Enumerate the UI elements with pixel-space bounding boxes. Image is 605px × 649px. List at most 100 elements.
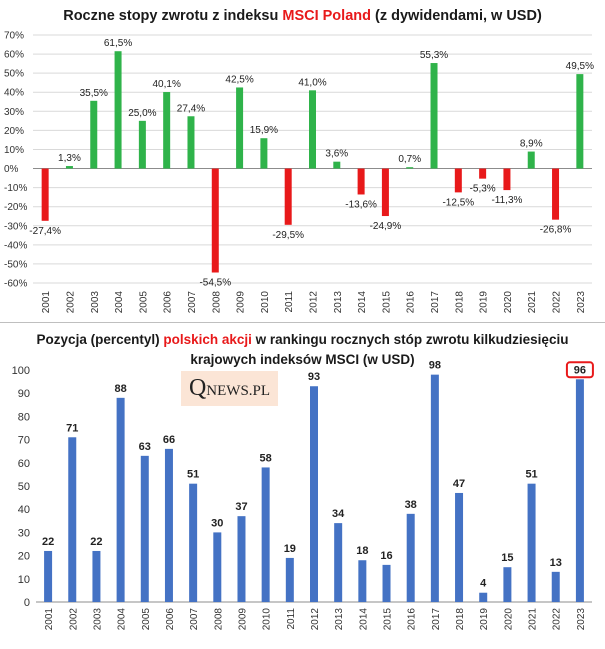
x-tick-label: 2008 — [211, 291, 222, 314]
chart-top-title: Roczne stopy zwrotu z indeksu MSCI Polan… — [0, 8, 605, 24]
x-tick-label: 2016 — [406, 291, 417, 314]
x-tick-label: 2006 — [165, 608, 176, 631]
y-tick-label: 60 — [18, 458, 30, 470]
y-tick-label: 0 — [24, 597, 30, 609]
data-label: 41,0% — [298, 77, 326, 88]
x-tick-label: 2010 — [260, 291, 271, 314]
x-tick-label: 2018 — [454, 291, 465, 314]
data-label: 15,9% — [250, 125, 278, 136]
data-label: 0,7% — [398, 154, 421, 165]
bar — [187, 116, 195, 169]
bar — [551, 571, 560, 602]
y-tick-label: 30 — [18, 527, 30, 539]
x-tick-label: 2010 — [262, 608, 273, 631]
bar — [357, 168, 365, 195]
x-tick-label: 2003 — [92, 608, 103, 631]
chart-bottom-title-highlight: polskich akcji — [163, 332, 252, 347]
bar — [430, 374, 439, 602]
data-label: 15 — [501, 552, 513, 564]
data-label: 61,5% — [104, 38, 132, 49]
y-tick-label: 40% — [4, 88, 24, 99]
bar — [455, 492, 464, 602]
bar — [116, 397, 125, 602]
bar — [237, 516, 246, 602]
bar — [114, 51, 122, 169]
y-tick-label: 60% — [4, 50, 24, 61]
data-label: 30 — [211, 517, 223, 529]
x-tick-label: 2020 — [503, 608, 514, 631]
bar — [92, 550, 101, 602]
data-label: 8,9% — [520, 139, 543, 150]
chart-bottom-panel: Pozycja (percentyl) polskich akcji w ran… — [0, 323, 605, 649]
y-tick-label: 90 — [18, 388, 30, 400]
data-label: 51 — [187, 469, 199, 481]
x-tick-label: 2019 — [479, 608, 490, 631]
data-label: 27,4% — [177, 103, 205, 114]
chart-top-title-highlight: MSCI Poland — [282, 8, 371, 24]
chart-bottom-title-part-1: Pozycja (percentyl) — [36, 332, 164, 347]
bar — [527, 483, 536, 602]
y-tick-label: 40 — [18, 504, 30, 516]
y-tick-label: -10% — [4, 183, 27, 194]
x-tick-label: 2013 — [334, 608, 345, 631]
bar — [552, 168, 560, 220]
y-tick-label: 30% — [4, 107, 24, 118]
data-label: -24,9% — [370, 221, 402, 232]
data-label: 4 — [480, 578, 487, 590]
logo-text: NEWS.PL — [206, 383, 271, 399]
x-tick-label: 2015 — [381, 291, 392, 314]
data-label: -29,5% — [272, 230, 304, 241]
bar — [381, 168, 389, 217]
y-tick-label: -50% — [4, 259, 27, 270]
data-label: 22 — [42, 536, 54, 548]
bar — [358, 560, 367, 602]
x-tick-label: 2002 — [68, 608, 79, 631]
bar — [430, 63, 438, 169]
bar — [575, 379, 584, 602]
bar — [163, 92, 171, 169]
bar — [138, 120, 146, 169]
y-tick-label: -60% — [4, 279, 27, 290]
data-label: 63 — [139, 441, 151, 453]
chart-top-panel: Roczne stopy zwrotu z indeksu MSCI Polan… — [0, 0, 605, 323]
bar — [164, 448, 173, 602]
x-tick-label: 2001 — [44, 608, 55, 631]
data-label: 88 — [114, 383, 126, 395]
bar — [479, 592, 488, 602]
y-tick-label: 70% — [4, 31, 24, 42]
data-label: -11,3% — [491, 195, 522, 206]
x-tick-label: 2005 — [141, 608, 152, 631]
data-label: 13 — [550, 557, 562, 569]
data-label: 18 — [356, 545, 368, 557]
data-label: 42,5% — [225, 74, 253, 85]
y-tick-label: -40% — [4, 240, 27, 251]
x-tick-label: 2014 — [358, 608, 369, 631]
chart-bottom-title-line-2: krajowych indeksów MSCI (w USD) — [190, 352, 415, 367]
bar — [213, 532, 222, 602]
data-label: 49,5% — [566, 61, 594, 72]
x-tick-label: 2021 — [528, 608, 539, 631]
bar — [41, 168, 49, 221]
x-tick-label: 2017 — [430, 291, 441, 314]
x-tick-label: 2022 — [552, 608, 563, 631]
x-tick-label: 2016 — [407, 608, 418, 631]
data-label: 1,3% — [58, 153, 81, 164]
y-tick-label: 20 — [18, 551, 30, 563]
x-tick-label: 2007 — [189, 608, 200, 631]
x-tick-label: 2005 — [138, 291, 149, 314]
chart-bottom-title: Pozycja (percentyl) polskich akcji w ran… — [0, 330, 605, 370]
x-tick-label: 2011 — [286, 608, 297, 630]
bar — [211, 168, 219, 273]
highlight-box — [565, 361, 594, 379]
bar — [261, 467, 270, 602]
y-tick-label: 100 — [12, 365, 30, 377]
data-label: 40,1% — [152, 79, 180, 90]
bar — [576, 74, 584, 169]
data-label: 38 — [405, 499, 417, 511]
bar — [527, 151, 535, 169]
bar — [140, 455, 149, 602]
bar — [90, 100, 98, 169]
x-tick-label: 2006 — [163, 291, 174, 314]
bar — [44, 550, 53, 602]
x-tick-label: 2009 — [237, 608, 248, 631]
